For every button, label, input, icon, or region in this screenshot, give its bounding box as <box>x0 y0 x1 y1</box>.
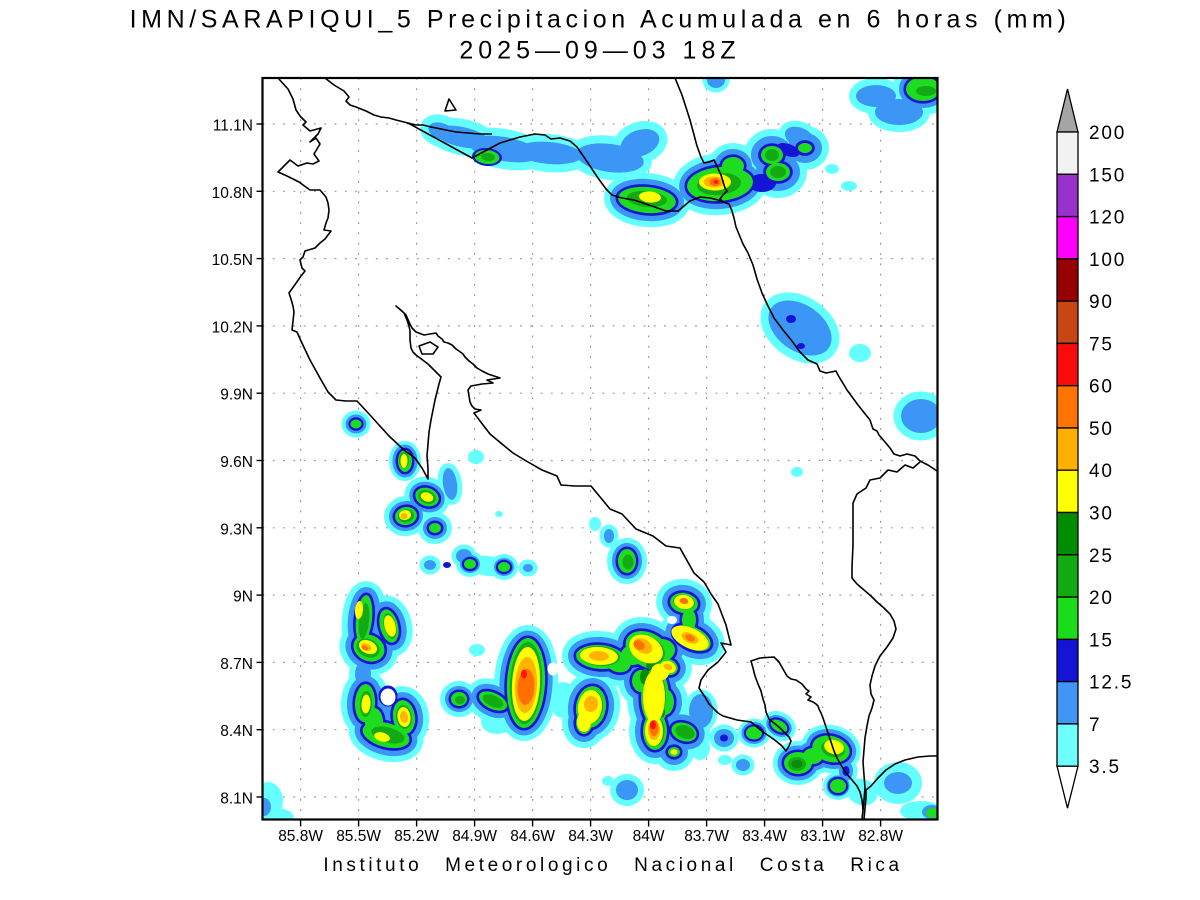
svg-text:85.2W: 85.2W <box>394 828 439 845</box>
svg-text:200: 200 <box>1089 123 1126 144</box>
svg-text:85.5W: 85.5W <box>336 828 381 845</box>
svg-text:9.6N: 9.6N <box>220 454 253 471</box>
svg-text:40: 40 <box>1089 461 1114 482</box>
svg-text:15: 15 <box>1089 630 1114 651</box>
svg-text:10.8N: 10.8N <box>212 185 253 202</box>
svg-text:20: 20 <box>1089 588 1114 609</box>
svg-text:85.8W: 85.8W <box>278 828 323 845</box>
svg-text:120: 120 <box>1089 208 1126 229</box>
svg-text:75: 75 <box>1089 334 1114 355</box>
svg-text:2025—09—03 18Z: 2025—09—03 18Z <box>459 37 740 65</box>
svg-text:7: 7 <box>1089 715 1101 736</box>
svg-text:83.4W: 83.4W <box>742 828 787 845</box>
svg-text:100: 100 <box>1089 250 1126 271</box>
svg-text:9.9N: 9.9N <box>220 387 253 404</box>
svg-text:3.5: 3.5 <box>1089 757 1121 778</box>
svg-text:9N: 9N <box>233 589 253 606</box>
svg-text:IMN/SARAPIQUI_5 Precipitacion: IMN/SARAPIQUI_5 Precipitacion Acumulada … <box>130 6 1071 34</box>
svg-text:90: 90 <box>1089 292 1114 313</box>
svg-text:9.3N: 9.3N <box>220 521 253 538</box>
svg-text:8.4N: 8.4N <box>220 723 253 740</box>
svg-text:10.5N: 10.5N <box>212 252 253 269</box>
svg-text:83.1W: 83.1W <box>800 828 845 845</box>
svg-text:84.9W: 84.9W <box>452 828 497 845</box>
svg-text:50: 50 <box>1089 419 1114 440</box>
svg-text:25: 25 <box>1089 546 1114 567</box>
svg-text:84.3W: 84.3W <box>568 828 613 845</box>
svg-text:11.1N: 11.1N <box>213 118 253 135</box>
svg-text:Instituto Meteorologico Nacion: Instituto Meteorologico Nacional Costa R… <box>323 855 902 876</box>
svg-text:8.7N: 8.7N <box>220 656 253 673</box>
svg-text:84.6W: 84.6W <box>510 828 555 845</box>
svg-text:83.7W: 83.7W <box>684 828 729 845</box>
svg-text:82.8W: 82.8W <box>858 828 903 845</box>
svg-text:12.5: 12.5 <box>1089 673 1133 694</box>
svg-text:84W: 84W <box>633 828 665 845</box>
svg-text:8.1N: 8.1N <box>220 791 253 808</box>
svg-text:150: 150 <box>1089 165 1126 186</box>
svg-text:30: 30 <box>1089 504 1114 525</box>
svg-text:60: 60 <box>1089 377 1114 398</box>
svg-text:10.2N: 10.2N <box>212 319 253 336</box>
